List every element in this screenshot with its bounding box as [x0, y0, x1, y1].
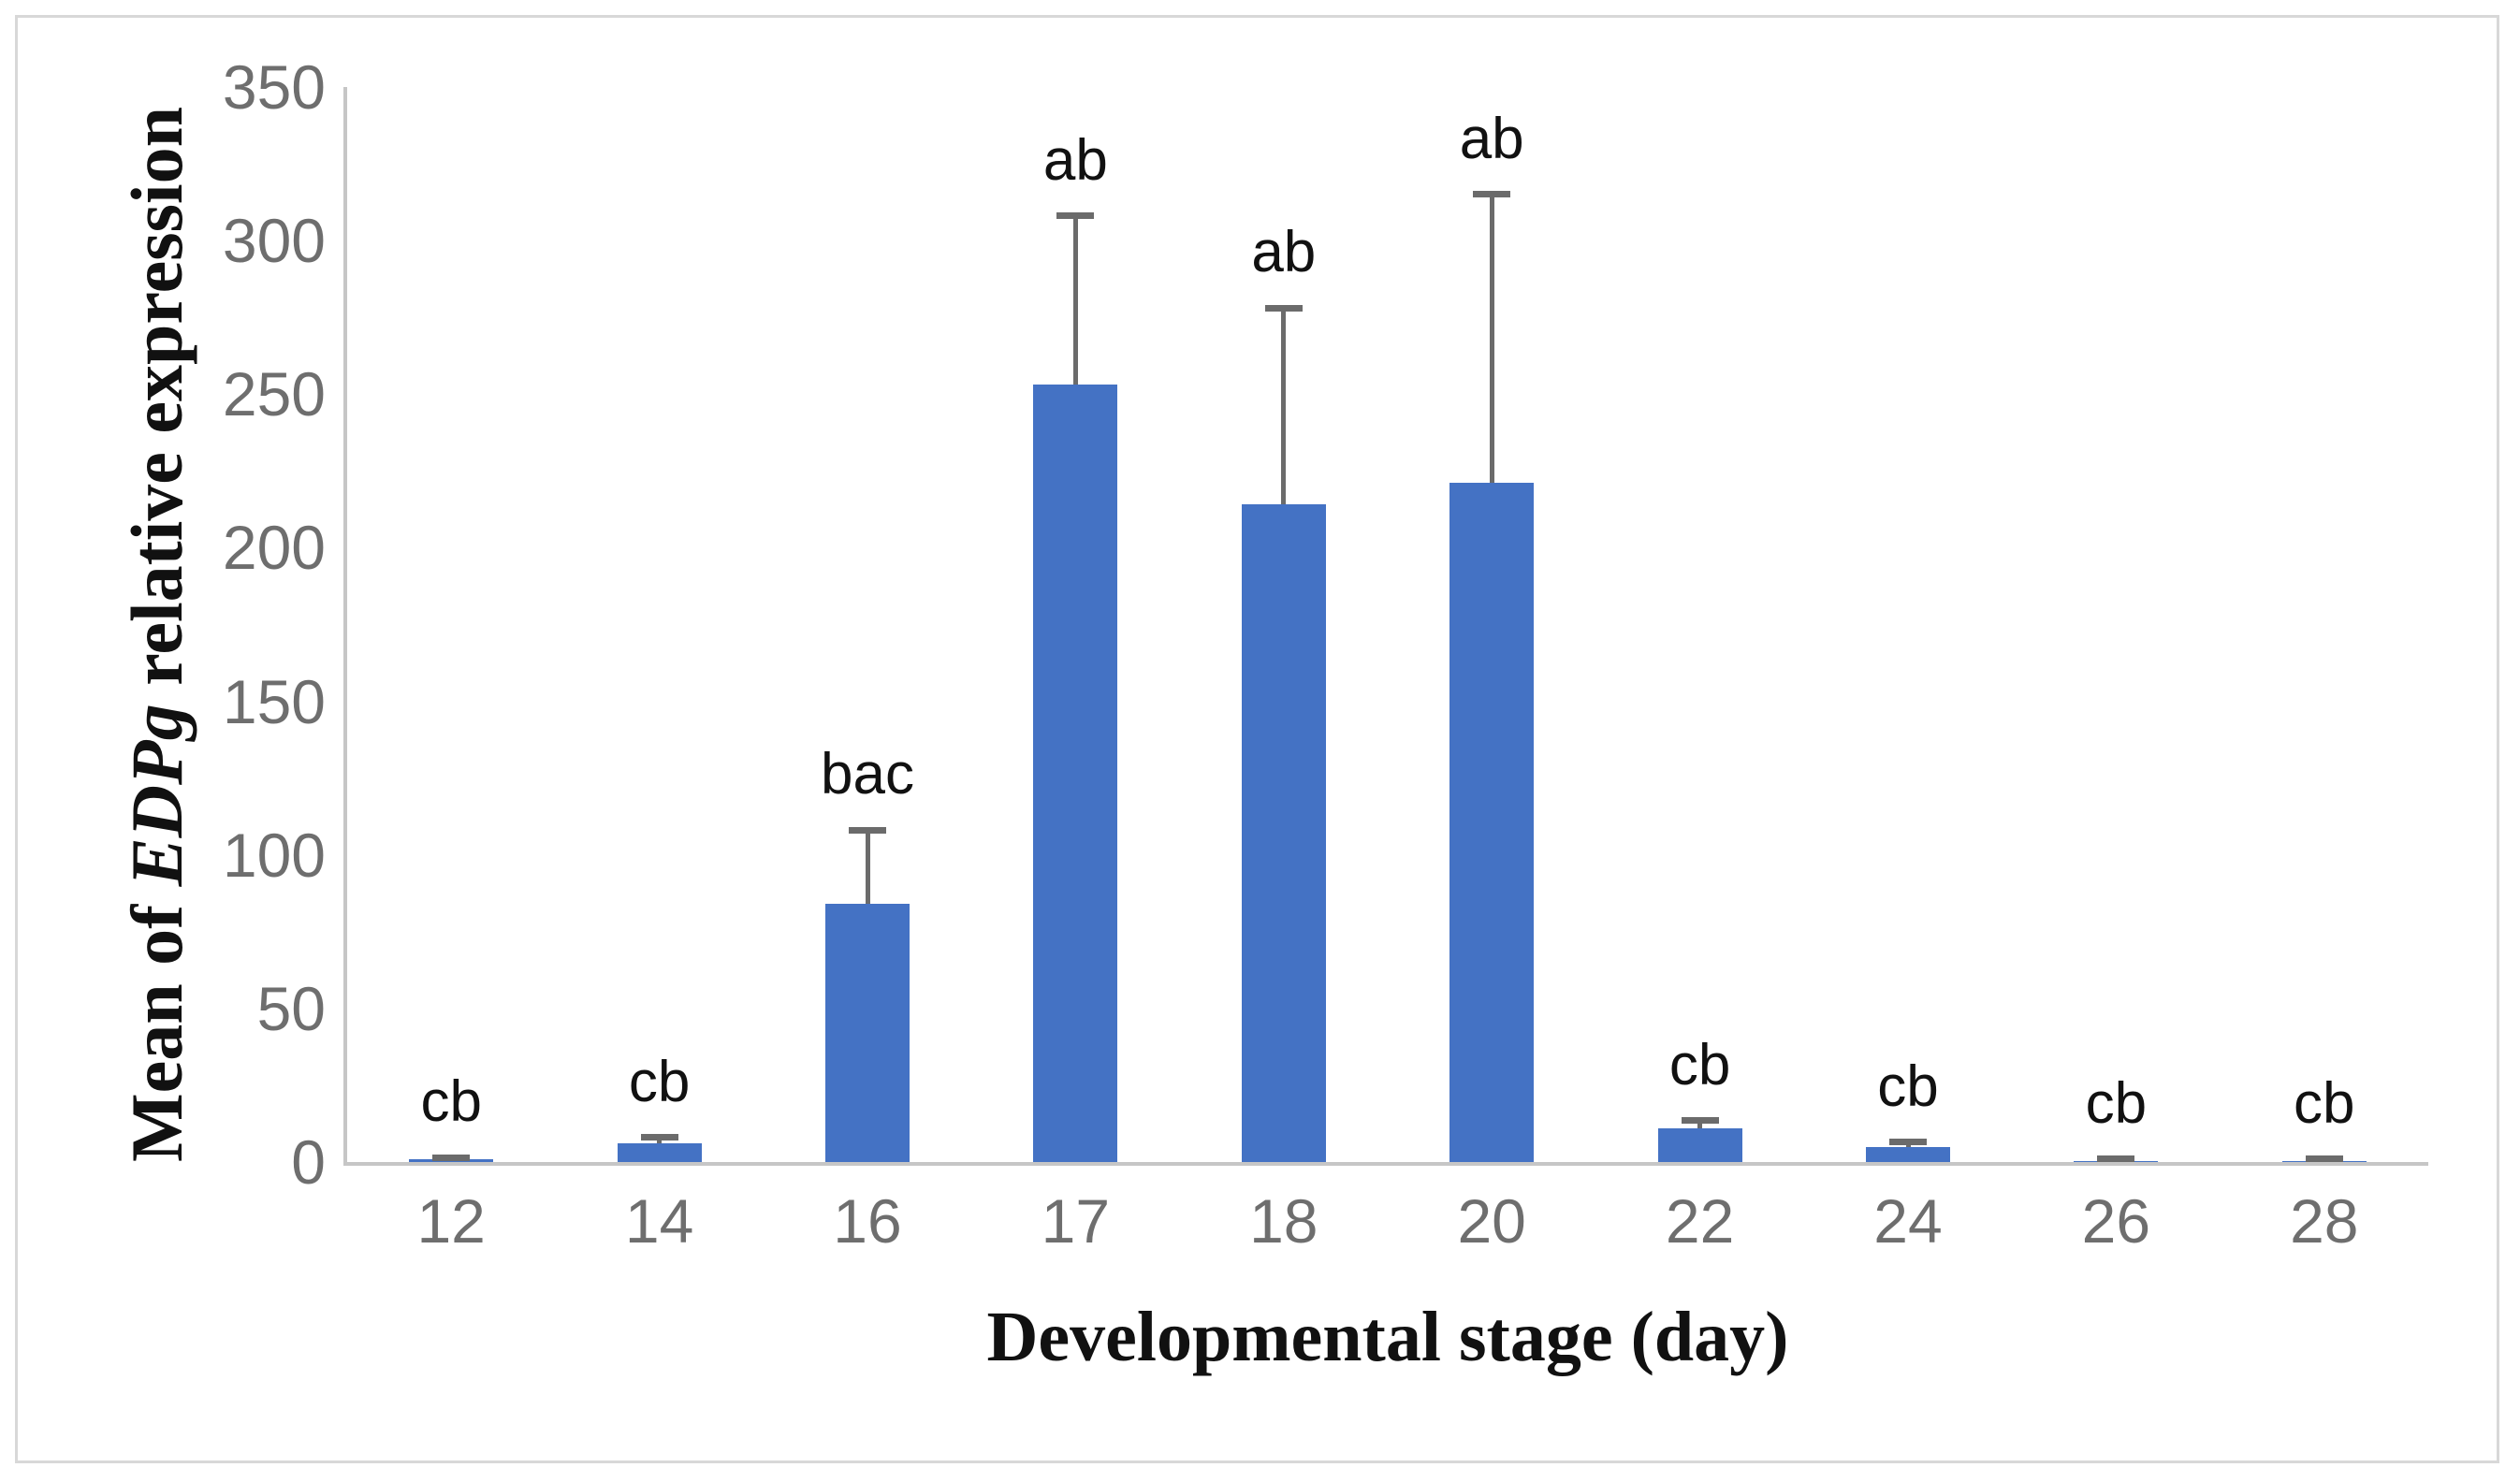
error-bar-cap — [1473, 191, 1511, 198]
y-axis-tick-label: 0 — [291, 1127, 326, 1197]
y-axis-tick-label: 200 — [222, 513, 326, 583]
error-bar-cap — [432, 1154, 471, 1161]
x-axis-line — [343, 1162, 2428, 1166]
significance-label: cb — [1877, 1053, 1939, 1119]
x-axis-tick-label: 18 — [1249, 1186, 1318, 1256]
y-axis-tick-label: 150 — [222, 666, 326, 736]
x-axis-tick-label: 16 — [833, 1186, 902, 1256]
x-axis-tick-label: 24 — [1873, 1186, 1943, 1256]
bar — [617, 1143, 702, 1162]
bar — [1866, 1146, 1950, 1162]
error-bar-cap — [1681, 1117, 1719, 1125]
bar — [1657, 1127, 1742, 1162]
x-axis-tick-label: 17 — [1041, 1186, 1111, 1256]
error-bar-line — [865, 830, 870, 905]
error-bar-cap — [640, 1134, 678, 1141]
bar — [1033, 385, 1118, 1162]
significance-label: bac — [821, 742, 914, 807]
error-bar-line — [1072, 215, 1078, 385]
significance-label: cb — [2085, 1070, 2148, 1136]
error-bar-cap — [2097, 1155, 2135, 1163]
error-bar-cap — [1889, 1139, 1927, 1146]
x-axis-tick-label: 20 — [1457, 1186, 1526, 1256]
significance-label: ab — [1042, 127, 1108, 193]
x-axis-title: Developmental stage (day) — [986, 1298, 1789, 1376]
error-bar-cap — [1264, 304, 1303, 312]
bar — [1449, 483, 1535, 1162]
significance-label: cb — [1668, 1032, 1731, 1097]
error-bar-line — [1281, 308, 1287, 505]
y-axis-tick-label: 250 — [222, 359, 326, 429]
error-bar-line — [1489, 194, 1494, 484]
error-bar-cap — [1056, 212, 1095, 220]
error-bar-line — [1697, 1120, 1703, 1128]
bar — [1241, 504, 1326, 1162]
significance-label: cb — [628, 1049, 691, 1114]
significance-label: cb — [420, 1069, 482, 1135]
significance-label: ab — [1251, 220, 1317, 285]
bar — [825, 904, 910, 1162]
y-axis-line — [343, 87, 347, 1166]
x-axis-tick-label: 12 — [416, 1186, 486, 1256]
error-bar-cap — [849, 826, 886, 834]
x-axis-tick-label: 14 — [624, 1186, 694, 1256]
x-axis-tick-label: 26 — [2081, 1186, 2151, 1256]
y-axis-tick-label: 100 — [222, 820, 326, 890]
significance-label: ab — [1459, 106, 1524, 171]
x-axis-tick-label: 22 — [1665, 1186, 1735, 1256]
y-axis-tick-label: 50 — [256, 973, 326, 1043]
significance-label: cb — [2294, 1070, 2355, 1136]
y-axis-tick-label: 350 — [222, 52, 326, 122]
error-bar-cap — [2305, 1155, 2343, 1163]
y-axis-tick-label: 300 — [222, 206, 326, 276]
x-axis-tick-label: 28 — [2290, 1186, 2359, 1256]
